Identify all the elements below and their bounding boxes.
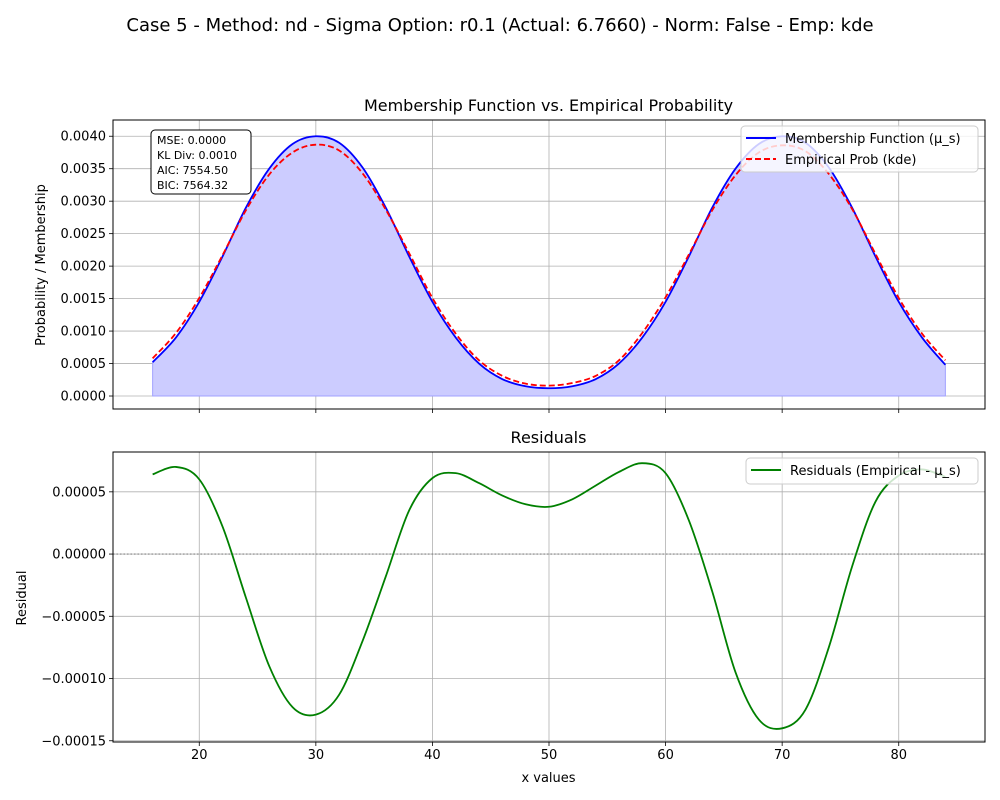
y-tick-label: 0.0040 bbox=[61, 130, 107, 145]
top-panel-ylabel: Probability / Membership bbox=[34, 184, 49, 346]
x-tick-label: 70 bbox=[774, 748, 791, 763]
x-tick-label: 40 bbox=[424, 748, 441, 763]
stats-box-frame bbox=[150, 129, 252, 195]
y-tick-label: 0.00000 bbox=[52, 548, 106, 563]
y-tick-label: 0.0010 bbox=[61, 325, 107, 340]
x-tick-label: 50 bbox=[541, 748, 558, 763]
y-tick-label: 0.0015 bbox=[61, 292, 107, 307]
x-tick-label: 60 bbox=[657, 748, 674, 763]
y-tick-label: 0.00005 bbox=[52, 485, 106, 500]
y-tick-label: 0.0030 bbox=[61, 195, 107, 210]
residuals-line bbox=[152, 462, 946, 730]
stats-line-bic: BIC: 7564.32 bbox=[157, 179, 228, 192]
stats-line-mse: MSE: 0.0000 bbox=[157, 134, 226, 147]
y-tick-label: 0.0025 bbox=[61, 227, 107, 242]
bottom-axes-ticks: 20 30 40 50 60 70 80 −0.00015 −0.00010 −0.00005 0.… bbox=[41, 485, 907, 763]
y-tick-label: −0.00010 bbox=[41, 672, 106, 687]
bottom-panel-title: Residuals bbox=[511, 428, 587, 447]
stats-line-aic: AIC: 7554.50 bbox=[157, 164, 228, 177]
bottom-legend: Residuals (Empirical - μ_s) bbox=[745, 457, 979, 485]
x-tick-label: 20 bbox=[191, 748, 208, 763]
empirical-line bbox=[151, 143, 947, 387]
bottom-series-lines bbox=[152, 462, 946, 730]
x-tick-label: 80 bbox=[890, 748, 907, 763]
top-panel-title: Membership Function vs. Empirical Probab… bbox=[364, 96, 733, 115]
top-legend-frame bbox=[740, 125, 979, 173]
y-tick-label: 0.0035 bbox=[61, 162, 107, 177]
y-tick-label: 0.0000 bbox=[61, 390, 107, 405]
top-legend: Membership Function (μ_s) Empirical Prob… bbox=[740, 125, 979, 173]
y-tick-label: −0.00015 bbox=[41, 734, 106, 749]
top-panel: Membership Function vs. Empirical Probab… bbox=[34, 96, 986, 413]
legend-label-membership: Membership Function (μ_s) bbox=[785, 132, 961, 147]
bottom-panel-xlabel: x values bbox=[521, 771, 575, 786]
top-axes-ticks: 0.0000 0.0005 0.0010 0.0015 0.0020 0.0025 0.00… bbox=[61, 130, 900, 413]
bottom-panel-ylabel: Residual bbox=[15, 571, 30, 626]
bottom-grid bbox=[113, 452, 985, 742]
x-tick-label: 30 bbox=[308, 748, 325, 763]
y-tick-label: 0.0020 bbox=[61, 260, 107, 275]
legend-label-residuals: Residuals (Empirical - μ_s) bbox=[790, 464, 961, 479]
bottom-panel: Residuals Residual x values 20 30 40 50 60 70… bbox=[15, 428, 986, 786]
y-tick-label: −0.00005 bbox=[41, 610, 106, 625]
bottom-legend-frame bbox=[745, 457, 979, 485]
figure-suptitle: Case 5 - Method: nd - Sigma Option: r0.1… bbox=[126, 15, 873, 36]
y-tick-label: 0.0005 bbox=[61, 357, 107, 372]
stats-line-kl: KL Div: 0.0010 bbox=[157, 149, 237, 162]
legend-label-empirical: Empirical Prob (kde) bbox=[785, 153, 917, 168]
stats-box: MSE: 0.0000 KL Div: 0.0010 AIC: 7554.50 … bbox=[150, 129, 252, 195]
